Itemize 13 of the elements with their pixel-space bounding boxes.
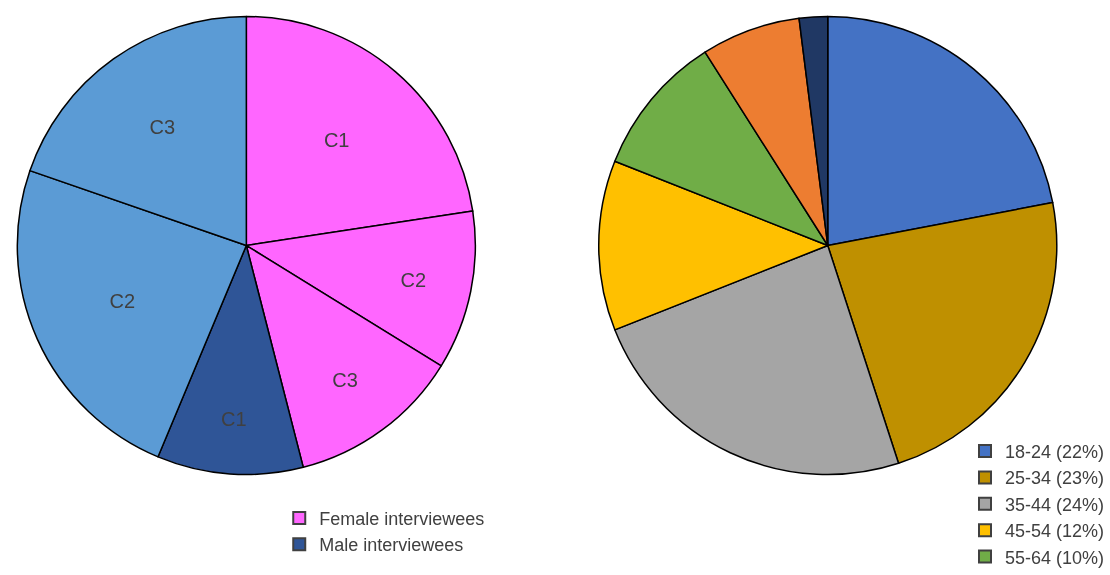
slice-label: C2 xyxy=(400,268,427,291)
legend-label: 55-64 (10%) xyxy=(1005,547,1105,568)
text: Male interviewees xyxy=(319,535,464,556)
legend-label: 35-44 (24%) xyxy=(1005,494,1105,515)
legend-label: 25-34 (23%) xyxy=(1005,468,1105,489)
slice-label: C2 xyxy=(109,290,136,313)
legend-label: 45-54 (12%) xyxy=(1005,521,1105,542)
slice-label: C1 xyxy=(221,407,247,430)
slice-label: C1 xyxy=(323,129,350,152)
slice-label: C3 xyxy=(332,368,358,391)
legend-label: 18-24 (22%) xyxy=(1005,442,1105,463)
text: Female interviewees xyxy=(319,508,485,529)
slice-label: C3 xyxy=(149,116,176,139)
